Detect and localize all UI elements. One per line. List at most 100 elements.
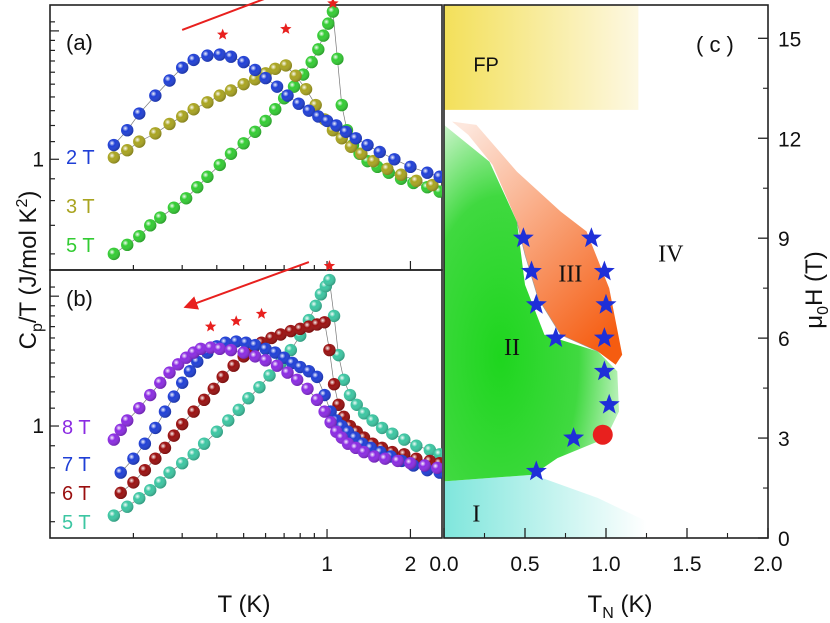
panel-b-data-point-shine <box>213 342 226 356</box>
panel-b-data-point-shine <box>274 328 287 341</box>
panel-a-data-point-shine <box>317 29 330 42</box>
panel-a-data-point-shine <box>121 123 134 137</box>
phase-diagram-regions <box>444 5 647 538</box>
panel-b-data-point-shine <box>222 414 235 427</box>
panel-a-data-point-shine <box>201 96 214 109</box>
panel-a-data-point-shine <box>121 238 134 252</box>
panel-a-series-markers <box>107 59 439 192</box>
panel-b-data-point-shine <box>114 486 127 500</box>
panel-b-data-point-shine <box>210 425 223 438</box>
panel-b-data-point-shine <box>204 341 217 354</box>
panel-b-data-point-shine <box>154 476 167 489</box>
panel-a-data-point-shine <box>404 160 417 174</box>
panel-a-data-point-shine <box>133 230 146 243</box>
panel-b-series-markers <box>114 316 442 500</box>
panel-c-x-tick-label: 1.5 <box>672 553 701 576</box>
panel-b-data-point-shine <box>324 416 337 429</box>
panel-a-data-point-shine <box>121 144 134 157</box>
panel-b-data-point-shine <box>323 273 336 287</box>
panel-b-data-point-shine <box>337 373 351 386</box>
panel-b-data-point-shine <box>194 342 207 356</box>
tn-star-point <box>512 227 534 248</box>
panel-a-data-point-shine <box>163 74 176 87</box>
panel-a-data-point-shine <box>433 170 442 183</box>
panel-a-data-point-shine <box>248 73 262 86</box>
panel-a-data-point-shine <box>331 52 344 66</box>
panel-b-data-point-shine <box>410 439 423 452</box>
panel-a-data-point-shine <box>213 89 226 102</box>
panel-b-data-point-shine <box>327 309 341 323</box>
tn-star-point <box>563 427 585 447</box>
panel-a-data-point-shine <box>287 80 301 93</box>
panel-b-peak-marker <box>255 307 268 319</box>
tn-star-point <box>598 393 620 414</box>
panel-b-data-point-shine <box>107 509 121 522</box>
panel-a-data-point-shine <box>179 192 193 205</box>
y-axis-label-c: μ0H (T) <box>801 251 830 328</box>
panel-a-series-label: 2 T <box>66 147 95 169</box>
panel-a-series-markers <box>107 5 442 261</box>
panel-a-data-point-shine <box>175 110 189 123</box>
panel-a-data-point-shine <box>326 5 340 18</box>
panel-c-x-tick-label: 2.0 <box>753 553 782 576</box>
panel-c-y-tick-label: 0 <box>778 528 790 551</box>
panel-b-data-point-shine <box>248 350 262 363</box>
panel-b-data-point-shine <box>263 369 276 382</box>
panel-b-data-point-shine <box>175 376 189 389</box>
panel-b-data-point-shine <box>154 376 167 389</box>
panel-a-data-point-shine <box>187 53 200 67</box>
panel-b-data-point-shine <box>144 388 157 402</box>
panel-b-data-point-shine <box>187 448 200 461</box>
panel-a-data-point-shine <box>187 103 200 116</box>
tn-star-point <box>593 327 615 347</box>
panel-a-data-point-shine <box>133 107 146 120</box>
panel-b-data-point-shine <box>253 381 266 394</box>
panel-a-data-point-shine <box>259 71 272 85</box>
panel-b-x-tick-label: 2 <box>405 553 417 576</box>
panel-b-data-point-shine <box>404 456 417 470</box>
panel-a-data-point-shine <box>269 62 282 75</box>
panel-a-data-point-shine <box>361 138 374 152</box>
tn-star-point <box>521 260 542 281</box>
panel-a-data-point-shine <box>320 114 334 128</box>
x-axis-label-c: TN (K) <box>588 591 653 622</box>
panel-a-data-point-shine <box>381 162 394 175</box>
panel-a-frame <box>49 4 443 271</box>
panel-b-data-point-shine <box>207 382 220 395</box>
panel-b-data-point-shine <box>242 392 255 405</box>
panel-a-data-point-shine <box>149 127 162 140</box>
tn-star-point <box>525 460 547 481</box>
panel-b-data-point-shine <box>163 466 176 479</box>
panel-a-series-markers <box>107 48 442 183</box>
panel-b-series-label: 5 T <box>62 512 91 534</box>
panel-b-data-point-shine <box>167 429 181 442</box>
region-iii <box>452 121 623 365</box>
panel-b-data-point-shine <box>366 414 379 427</box>
x-axis-label-left: T (K) <box>218 591 271 618</box>
phase-boundary <box>516 221 599 352</box>
panel-a-data-point-shine <box>167 201 181 214</box>
panel-a-data-point-shine <box>426 178 439 192</box>
panel-a-data-point-shine <box>237 77 250 91</box>
panel-b-data-point-shine <box>343 388 357 402</box>
panel-c-y-tick-label: 3 <box>778 428 790 451</box>
panel-b-data-point-shine <box>133 492 146 505</box>
panel-a-series-line <box>113 54 440 178</box>
panel-c-y-tick-label: 15 <box>778 28 801 51</box>
panel-b-data-point-shine <box>197 437 211 450</box>
annotations <box>181 0 339 332</box>
panel-b-data-point-shine <box>270 359 284 372</box>
panel-a-data-point-shine <box>163 117 176 131</box>
panel-b-data-point-shine <box>187 405 200 418</box>
panel-a-data-point-shine <box>281 89 294 102</box>
panel-a-data-point-shine <box>259 114 272 128</box>
phase-label: II <box>504 335 520 361</box>
panel-b-data-point-shine <box>248 338 262 352</box>
panel-a-data-point-shine <box>175 61 189 74</box>
panel-a-data-point-shine <box>292 97 305 110</box>
panel-a-data-point-shine <box>224 147 238 160</box>
panel-c-label: ( c ) <box>696 32 734 57</box>
panel-a-data-point-shine <box>270 80 284 93</box>
panel-a-data-point-shine <box>248 63 262 77</box>
